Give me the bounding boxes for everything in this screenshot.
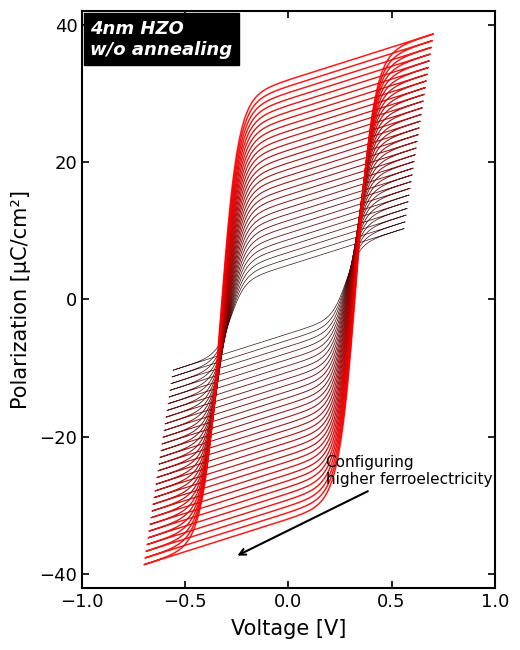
Text: 4nm HZO
w/o annealing: 4nm HZO w/o annealing <box>90 20 232 58</box>
Y-axis label: Polarization [μC/cm²]: Polarization [μC/cm²] <box>11 190 31 409</box>
Text: Configuring
higher ferroelectricity: Configuring higher ferroelectricity <box>239 455 492 554</box>
X-axis label: Voltage [V]: Voltage [V] <box>231 619 346 639</box>
